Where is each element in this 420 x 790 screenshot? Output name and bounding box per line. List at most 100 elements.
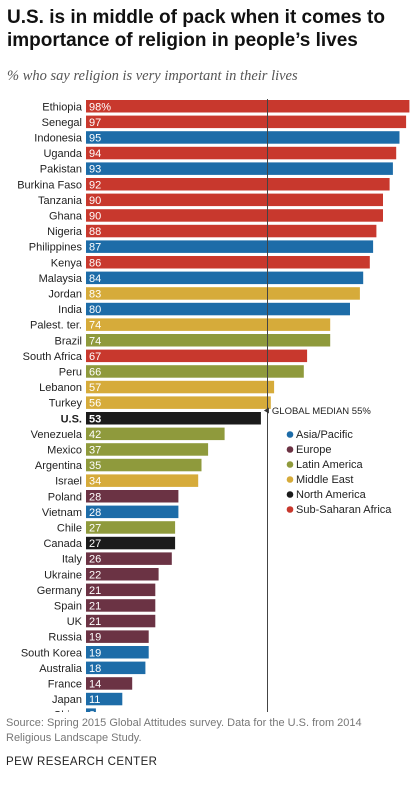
value-label: 83	[89, 288, 101, 300]
value-label: 94	[89, 148, 101, 160]
value-label: 88	[89, 226, 101, 238]
brand-label: PEW RESEARCH CENTER	[6, 756, 158, 768]
category-label: Kenya	[51, 257, 83, 269]
category-label: Japan	[52, 694, 82, 706]
category-label: Canada	[43, 538, 82, 550]
bar-23	[86, 443, 209, 456]
category-label: South Africa	[23, 351, 83, 363]
category-label: Italy	[62, 554, 83, 566]
chart-title: U.S. is in middle of pack when it comes …	[7, 7, 385, 51]
bar-30	[86, 552, 172, 565]
category-label: Russia	[48, 632, 83, 644]
bar-33	[86, 599, 156, 612]
category-label: Argentina	[35, 460, 83, 472]
value-label: 19	[89, 632, 101, 644]
value-label: 95	[89, 132, 101, 144]
bar-28	[86, 521, 176, 534]
category-label: Mexico	[47, 444, 82, 456]
value-label: 14	[89, 678, 101, 690]
category-label: Ghana	[49, 210, 83, 222]
value-label: 28	[89, 491, 101, 503]
value-label: 21	[89, 585, 101, 597]
bar-29	[86, 536, 176, 550]
bar-19	[86, 380, 275, 394]
bar-10	[86, 240, 374, 253]
value-label: 84	[89, 273, 101, 285]
value-label: 66	[89, 366, 101, 378]
value-label: 74	[89, 320, 101, 332]
legend-entry: Asia/Pacific	[296, 429, 353, 441]
chart-subtitle: % who say religion is very important in …	[7, 68, 298, 84]
value-label: 90	[89, 210, 101, 222]
bar-15	[86, 318, 331, 331]
category-label: Indonesia	[34, 132, 83, 144]
value-label: 34	[89, 476, 101, 488]
category-label: Poland	[48, 491, 82, 503]
category-label: Germany	[37, 585, 83, 597]
bar-7	[86, 193, 383, 207]
value-label: 28	[89, 507, 101, 519]
legend-swatch	[286, 491, 294, 498]
legend-entry: Middle East	[296, 474, 353, 486]
value-label: 35	[89, 460, 101, 472]
value-label: 18	[89, 663, 101, 675]
category-label: Malaysia	[39, 273, 83, 285]
bar-18	[86, 365, 304, 378]
bar-11	[86, 256, 370, 269]
category-label: Chile	[57, 522, 82, 534]
value-label: 92	[89, 179, 101, 191]
bar-21	[86, 412, 261, 425]
value-label: 67	[89, 351, 101, 363]
category-label: China	[53, 710, 83, 712]
category-label: Lebanon	[39, 382, 82, 394]
category-label: Nigeria	[47, 226, 83, 238]
value-label: 97	[89, 117, 101, 129]
bar-24	[86, 458, 202, 472]
value-label: 27	[89, 522, 101, 534]
bar-14	[86, 302, 350, 316]
value-label: 11	[89, 694, 100, 706]
value-label: 26	[89, 554, 101, 566]
bar-2	[86, 115, 407, 129]
bar-5	[86, 162, 393, 175]
legend-swatch	[286, 476, 294, 483]
bar-40	[86, 708, 96, 712]
bar-22	[86, 427, 225, 441]
legend-entry: Sub-Saharan Africa	[296, 504, 392, 516]
category-label: Turkey	[49, 398, 83, 410]
category-label: Israel	[55, 476, 82, 488]
category-label: Peru	[59, 366, 82, 378]
category-label: Palest. ter.	[30, 320, 82, 332]
category-label: Ukraine	[44, 569, 82, 581]
category-label: India	[58, 304, 83, 316]
bar-27	[86, 505, 179, 519]
legend-swatch	[286, 446, 294, 453]
category-label: Burkina Faso	[17, 179, 82, 191]
category-label: Uganda	[43, 148, 82, 160]
legend-entry: Latin America	[296, 459, 364, 471]
value-label: 93	[89, 164, 101, 176]
value-label: 57	[89, 382, 101, 394]
legend-swatch	[286, 506, 294, 513]
value-label: 90	[89, 195, 101, 207]
value-label: 21	[89, 600, 101, 612]
legend-entry: North America	[296, 489, 367, 501]
bar-25	[86, 474, 199, 487]
bar-36	[86, 646, 149, 659]
median-arrow-icon	[263, 407, 269, 414]
median-label: GLOBAL MEDIAN 55%	[272, 406, 371, 417]
value-label: 56	[89, 398, 101, 410]
value-label: 98%	[89, 101, 111, 113]
legend-swatch	[286, 431, 294, 438]
category-label: Tanzania	[38, 195, 83, 207]
value-label: 21	[89, 616, 101, 628]
bar-chart: Ethiopia 98% Senegal 97 Indonesia 95 Uganda 94 P…	[17, 99, 410, 712]
bar-6	[86, 178, 390, 191]
category-label: Pakistan	[40, 164, 82, 176]
value-label: 87	[89, 242, 101, 254]
category-label: Senegal	[42, 117, 82, 129]
bar-12	[86, 271, 364, 285]
bar-16	[86, 334, 331, 347]
category-label: France	[48, 678, 82, 690]
bar-13	[86, 287, 360, 300]
